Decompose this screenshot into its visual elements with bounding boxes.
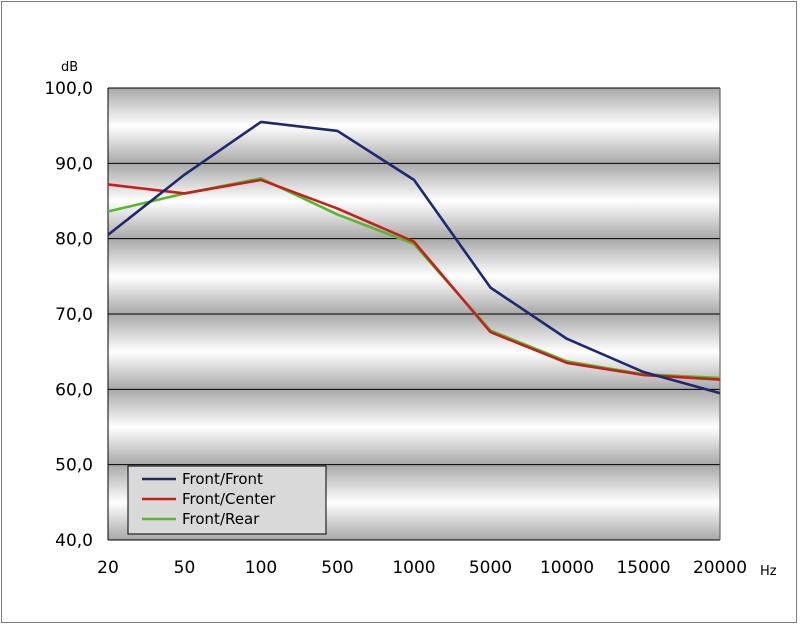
x-tick-label: 100 (245, 558, 277, 578)
plot-band (108, 314, 720, 390)
series-lines (107, 120, 721, 395)
legend: Front/Front Front/Center Front/Rear (127, 465, 327, 535)
x-tick-label: 50 (174, 558, 196, 578)
y-tick-label: 40,0 (55, 531, 93, 551)
y-axis-unit: dB (61, 60, 78, 75)
legend-label: Front/Center (182, 490, 276, 508)
y-tick-label: 100,0 (44, 79, 93, 99)
y-tick-label: 90,0 (55, 154, 93, 174)
legend-label: Front/Rear (182, 510, 260, 528)
y-tick-label: 80,0 (55, 230, 93, 250)
gridlines (107, 87, 721, 541)
x-tick-label: 20 (97, 558, 119, 578)
x-tick-label: 5000 (469, 558, 512, 578)
legend-label: Front/Front (182, 470, 263, 488)
y-tick-label: 50,0 (55, 456, 93, 476)
y-axis-ticks: 40,0 50,0 60,0 70,0 80,0 90,0 100,0 (44, 79, 93, 551)
x-tick-label: 500 (321, 558, 353, 578)
plot-band (108, 88, 720, 164)
plot-band (108, 163, 720, 239)
x-tick-label: 10000 (540, 558, 594, 578)
plot-band (108, 238, 720, 314)
y-tick-label: 60,0 (55, 380, 93, 400)
plot-band (108, 389, 720, 465)
x-axis-ticks: 20 50 100 500 1000 5000 10000 15000 20000 (97, 558, 747, 578)
x-tick-label: 15000 (616, 558, 670, 578)
series-line (107, 120, 721, 395)
series-line (107, 178, 721, 381)
x-axis-unit: Hz (760, 564, 777, 579)
y-tick-label: 70,0 (55, 305, 93, 325)
x-tick-label: 20000 (693, 558, 747, 578)
x-tick-label: 1000 (392, 558, 435, 578)
